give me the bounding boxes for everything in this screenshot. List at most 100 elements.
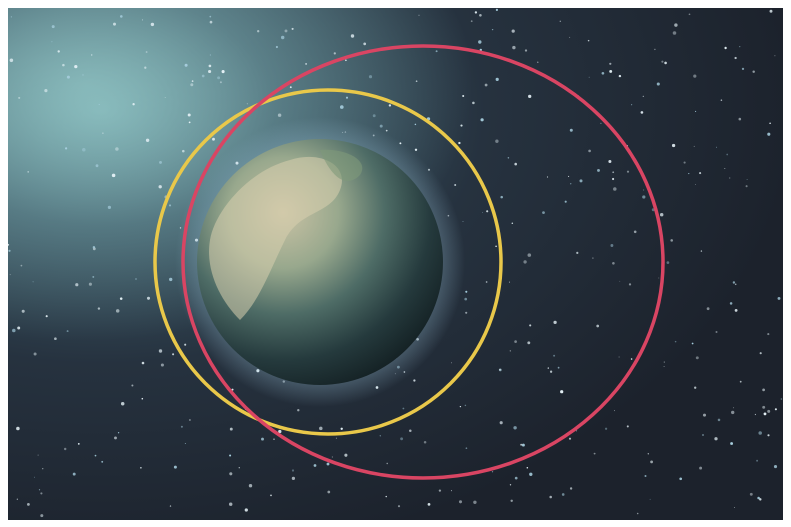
star	[695, 184, 697, 186]
star	[559, 20, 562, 23]
star	[508, 281, 510, 283]
star	[280, 35, 285, 40]
star	[777, 296, 781, 300]
star	[491, 471, 494, 473]
star	[169, 505, 172, 507]
star	[774, 55, 776, 57]
star	[57, 50, 60, 53]
star	[569, 128, 573, 132]
star	[97, 307, 101, 310]
star	[482, 211, 484, 213]
star	[560, 390, 564, 394]
star	[331, 456, 333, 458]
star	[397, 505, 401, 508]
star	[111, 173, 116, 178]
star	[474, 11, 478, 14]
star	[738, 117, 742, 121]
star	[458, 500, 463, 504]
star	[385, 495, 387, 498]
star	[524, 49, 528, 52]
star	[212, 137, 215, 141]
star	[184, 63, 188, 67]
star	[608, 159, 612, 164]
star	[597, 168, 600, 172]
star	[636, 512, 639, 515]
star	[244, 508, 248, 512]
star	[774, 408, 777, 411]
star	[520, 443, 523, 446]
star	[145, 138, 150, 143]
star	[144, 66, 147, 69]
star	[715, 330, 718, 334]
star	[414, 148, 418, 151]
star	[92, 275, 95, 278]
star	[74, 64, 78, 69]
star	[72, 472, 76, 476]
star	[480, 118, 484, 122]
star	[609, 69, 613, 73]
star	[702, 413, 707, 417]
star	[666, 261, 670, 264]
star	[187, 113, 191, 117]
star	[679, 477, 683, 481]
star	[291, 469, 295, 472]
star	[553, 354, 556, 357]
star	[642, 95, 644, 98]
star	[546, 176, 549, 178]
star	[131, 384, 134, 387]
star	[688, 13, 691, 16]
star	[16, 498, 18, 500]
star	[291, 27, 294, 30]
star	[564, 200, 567, 203]
star	[754, 413, 757, 416]
star	[470, 20, 473, 23]
star	[527, 341, 531, 345]
star	[289, 86, 292, 89]
star	[521, 443, 525, 447]
star	[649, 498, 651, 500]
star	[706, 307, 710, 311]
star	[326, 462, 330, 466]
star	[484, 83, 488, 87]
star	[527, 253, 532, 257]
star	[486, 210, 489, 213]
star	[612, 171, 615, 174]
star	[18, 96, 21, 99]
star	[734, 56, 737, 60]
star	[767, 333, 770, 336]
star	[388, 104, 392, 107]
star	[231, 388, 234, 391]
star	[745, 185, 748, 188]
star	[650, 460, 653, 464]
star	[593, 452, 596, 455]
star	[693, 74, 697, 78]
star	[561, 493, 565, 496]
star	[664, 61, 667, 65]
star	[514, 340, 517, 343]
star	[537, 61, 539, 63]
star	[66, 330, 69, 333]
star	[158, 349, 163, 353]
star	[643, 189, 645, 191]
star	[596, 324, 600, 328]
star	[569, 36, 571, 38]
star	[115, 309, 120, 313]
star	[654, 48, 656, 51]
star	[16, 426, 20, 431]
star	[33, 476, 36, 478]
star	[414, 123, 417, 126]
star	[209, 20, 213, 24]
star	[400, 437, 404, 441]
star	[700, 250, 703, 252]
star	[169, 277, 173, 282]
star	[427, 503, 431, 506]
star	[40, 514, 44, 518]
star	[699, 466, 703, 470]
star	[749, 492, 753, 496]
star	[509, 350, 511, 352]
star	[66, 75, 70, 79]
star	[385, 129, 388, 132]
star	[557, 366, 560, 369]
star	[145, 51, 148, 53]
star	[413, 379, 416, 382]
